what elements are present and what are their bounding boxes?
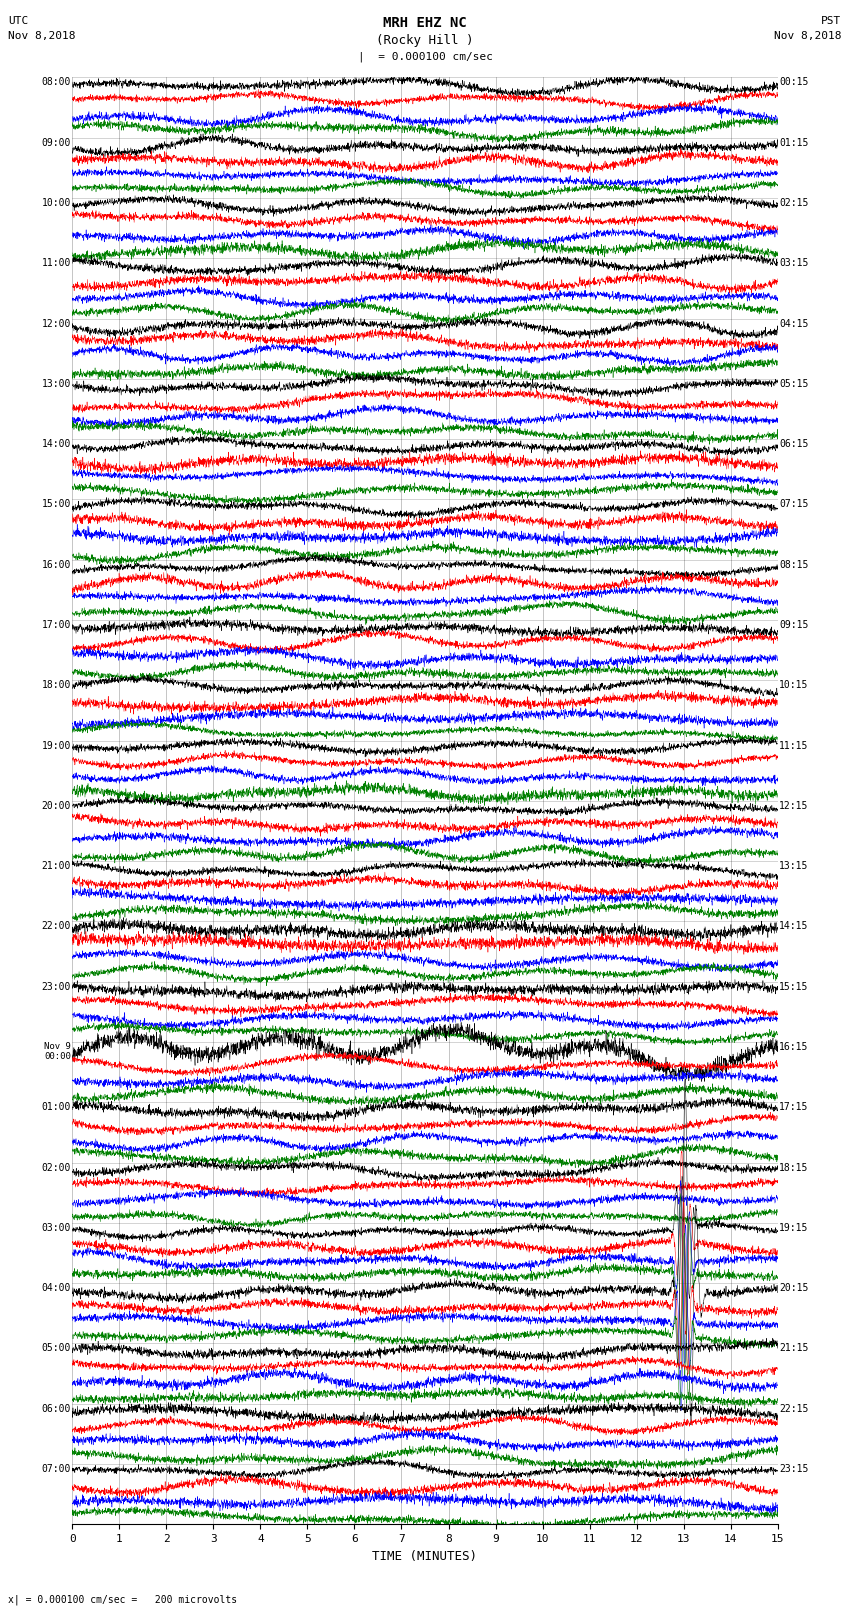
Text: (Rocky Hill ): (Rocky Hill )	[377, 34, 473, 47]
Text: Nov 9
00:00: Nov 9 00:00	[44, 1042, 71, 1061]
Text: 01:15: 01:15	[779, 137, 808, 148]
Text: 03:15: 03:15	[779, 258, 808, 268]
Text: 01:00: 01:00	[42, 1102, 71, 1113]
Text: 10:00: 10:00	[42, 198, 71, 208]
Text: 17:00: 17:00	[42, 619, 71, 631]
Text: 19:00: 19:00	[42, 740, 71, 750]
Text: 18:15: 18:15	[779, 1163, 808, 1173]
Text: 10:15: 10:15	[779, 681, 808, 690]
Text: Nov 8,2018: Nov 8,2018	[774, 31, 842, 40]
Text: 11:00: 11:00	[42, 258, 71, 268]
Text: Nov 8,2018: Nov 8,2018	[8, 31, 76, 40]
Text: MRH EHZ NC: MRH EHZ NC	[383, 16, 467, 31]
Text: 20:15: 20:15	[779, 1284, 808, 1294]
Text: 19:15: 19:15	[779, 1223, 808, 1232]
Text: 07:15: 07:15	[779, 500, 808, 510]
Text: 21:15: 21:15	[779, 1344, 808, 1353]
Text: 02:15: 02:15	[779, 198, 808, 208]
Text: 22:00: 22:00	[42, 921, 71, 931]
Text: 07:00: 07:00	[42, 1465, 71, 1474]
Text: 20:00: 20:00	[42, 800, 71, 811]
Text: 13:00: 13:00	[42, 379, 71, 389]
Text: 16:15: 16:15	[779, 1042, 808, 1052]
Text: 12:00: 12:00	[42, 319, 71, 329]
Text: 21:00: 21:00	[42, 861, 71, 871]
X-axis label: TIME (MINUTES): TIME (MINUTES)	[372, 1550, 478, 1563]
Text: 04:15: 04:15	[779, 319, 808, 329]
Text: 05:00: 05:00	[42, 1344, 71, 1353]
Text: 08:00: 08:00	[42, 77, 71, 87]
Text: 11:15: 11:15	[779, 740, 808, 750]
Text: 14:15: 14:15	[779, 921, 808, 931]
Text: 16:00: 16:00	[42, 560, 71, 569]
Text: 05:15: 05:15	[779, 379, 808, 389]
Text: 17:15: 17:15	[779, 1102, 808, 1113]
Text: 18:00: 18:00	[42, 681, 71, 690]
Text: 02:00: 02:00	[42, 1163, 71, 1173]
Text: 12:15: 12:15	[779, 800, 808, 811]
Text: 09:00: 09:00	[42, 137, 71, 148]
Text: 23:15: 23:15	[779, 1465, 808, 1474]
Text: |  = 0.000100 cm/sec: | = 0.000100 cm/sec	[358, 52, 492, 63]
Text: 14:00: 14:00	[42, 439, 71, 448]
Text: UTC: UTC	[8, 16, 29, 26]
Text: 06:15: 06:15	[779, 439, 808, 448]
Text: 13:15: 13:15	[779, 861, 808, 871]
Text: 15:15: 15:15	[779, 982, 808, 992]
Text: 00:15: 00:15	[779, 77, 808, 87]
Text: x| = 0.000100 cm/sec =   200 microvolts: x| = 0.000100 cm/sec = 200 microvolts	[8, 1594, 238, 1605]
Text: 03:00: 03:00	[42, 1223, 71, 1232]
Text: 23:00: 23:00	[42, 982, 71, 992]
Text: 15:00: 15:00	[42, 500, 71, 510]
Text: 06:00: 06:00	[42, 1403, 71, 1413]
Text: 08:15: 08:15	[779, 560, 808, 569]
Text: 22:15: 22:15	[779, 1403, 808, 1413]
Text: 09:15: 09:15	[779, 619, 808, 631]
Text: 04:00: 04:00	[42, 1284, 71, 1294]
Text: PST: PST	[821, 16, 842, 26]
